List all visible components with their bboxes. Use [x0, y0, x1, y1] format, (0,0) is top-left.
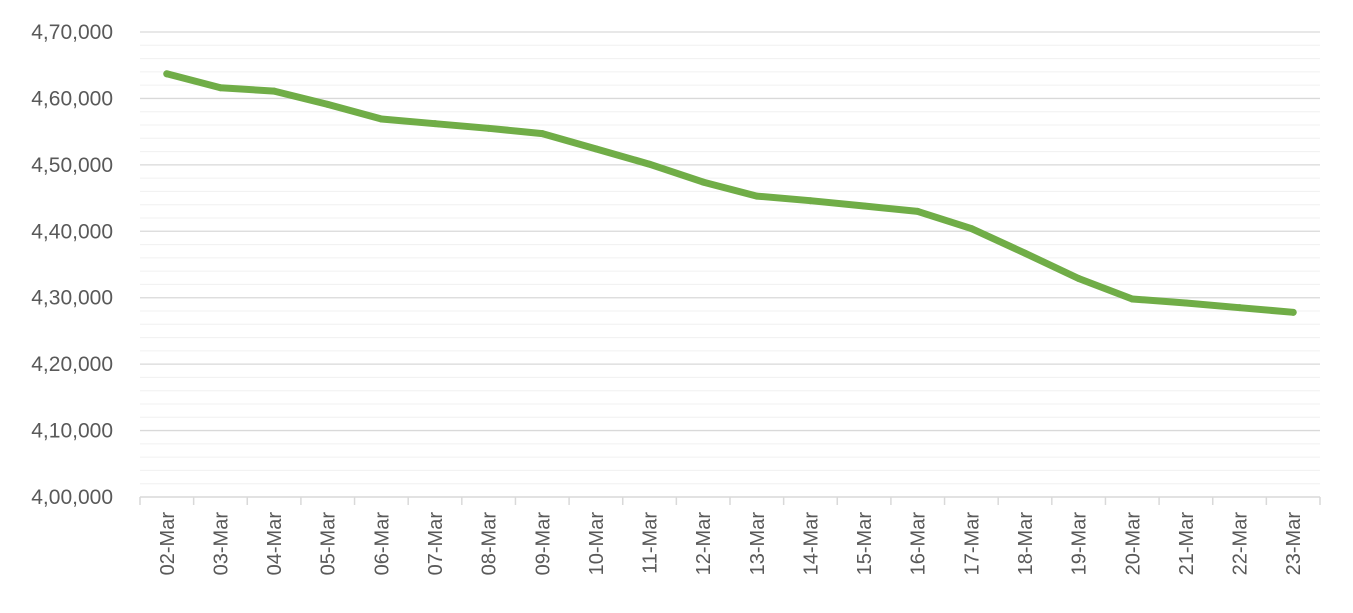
data-point: [324, 100, 332, 108]
data-point: [1236, 304, 1244, 312]
series-group: [163, 70, 1297, 316]
x-tick-label: 03-Mar: [210, 512, 232, 576]
x-tick-label: 09-Mar: [532, 512, 554, 576]
x-tick-label: 18-Mar: [1015, 512, 1037, 576]
data-point: [1021, 249, 1029, 257]
x-tick-label: 08-Mar: [479, 512, 501, 576]
y-tick-label: 4,00,000: [31, 486, 113, 509]
data-point: [538, 130, 546, 138]
data-point: [967, 225, 975, 233]
x-tick-label: 04-Mar: [264, 512, 286, 576]
data-point: [699, 178, 707, 186]
y-tick-label: 4,10,000: [31, 420, 113, 443]
x-tick-label: 23-Mar: [1283, 512, 1305, 576]
major-gridlines: [140, 31, 1320, 432]
x-tick-label: 13-Mar: [747, 512, 769, 576]
data-point: [1182, 299, 1190, 307]
x-tick-label: 17-Mar: [961, 512, 983, 576]
data-point: [270, 87, 278, 95]
y-tick-label: 4,70,000: [31, 21, 113, 44]
x-axis: [139, 496, 1321, 505]
y-tick-label: 4,40,000: [31, 220, 113, 243]
data-point: [377, 115, 385, 123]
x-tick-label: 06-Mar: [371, 512, 393, 576]
y-tick-label: 4,30,000: [31, 287, 113, 310]
data-point: [1128, 295, 1136, 303]
data-point: [806, 197, 814, 205]
minor-gridlines: [140, 44, 1320, 485]
data-point: [1075, 274, 1083, 282]
x-tick-label: 20-Mar: [1122, 512, 1144, 576]
data-point: [646, 160, 654, 168]
y-tick-label: 4,60,000: [31, 87, 113, 110]
x-tick-label: 19-Mar: [1069, 512, 1091, 576]
y-tick-label: 4,20,000: [31, 353, 113, 376]
data-point: [753, 192, 761, 200]
data-point: [216, 84, 224, 92]
y-axis-tick-labels: 4,00,000 4,10,000 4,20,000 4,30,000 4,40,000…: [31, 21, 113, 509]
x-tick-label: 15-Mar: [854, 512, 876, 576]
series-line-0: [163, 70, 1297, 316]
data-point: [860, 202, 868, 210]
x-tick-label: 10-Mar: [586, 512, 608, 576]
x-tick-label: 22-Mar: [1230, 512, 1252, 576]
x-tick-label: 21-Mar: [1176, 512, 1198, 576]
x-tick-label: 14-Mar: [800, 512, 822, 576]
data-point: [485, 124, 493, 132]
data-point: [914, 207, 922, 215]
data-point: [431, 120, 439, 128]
y-tick-label: 4,50,000: [31, 154, 113, 177]
x-tick-label: 05-Mar: [318, 512, 340, 576]
data-point: [592, 145, 600, 153]
data-point: [1289, 308, 1297, 316]
data-point: [163, 70, 171, 78]
x-tick-label: 02-Mar: [157, 512, 179, 576]
x-tick-label: 11-Mar: [640, 512, 662, 574]
x-tick-label: 07-Mar: [425, 512, 447, 576]
x-tick-label: 12-Mar: [693, 512, 715, 576]
x-axis-tick-labels: 02-Mar 03-Mar 04-Mar 05-Mar 06-Mar 07-Mar 08-M…: [157, 512, 1305, 576]
x-tick-label: 16-Mar: [908, 512, 930, 576]
